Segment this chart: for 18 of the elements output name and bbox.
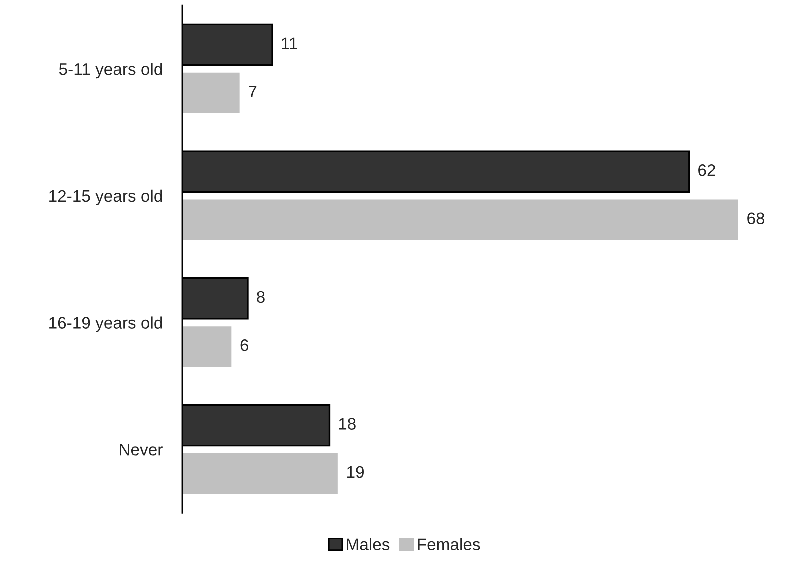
data-label: 8 — [257, 291, 265, 304]
data-label: 18 — [339, 418, 356, 430]
bar — [182, 200, 738, 240]
data-label: 6 — [240, 340, 249, 352]
legend-label: Females — [418, 538, 480, 551]
bar — [182, 326, 232, 368]
data-label: 19 — [348, 466, 364, 478]
legend-label: Males — [347, 538, 390, 551]
bar — [182, 72, 240, 114]
data-label: 68 — [748, 212, 765, 225]
y-tick-label: 12-15 years old — [50, 190, 162, 206]
y-tick-label: 16-19 years old — [50, 316, 162, 332]
data-label: 62 — [698, 164, 716, 176]
y-tick-label: Never — [120, 444, 163, 456]
data-label: 7 — [249, 86, 257, 98]
bar — [182, 453, 338, 494]
y-tick-label: 5-11 years old — [59, 63, 162, 79]
data-label: 11 — [282, 38, 298, 50]
